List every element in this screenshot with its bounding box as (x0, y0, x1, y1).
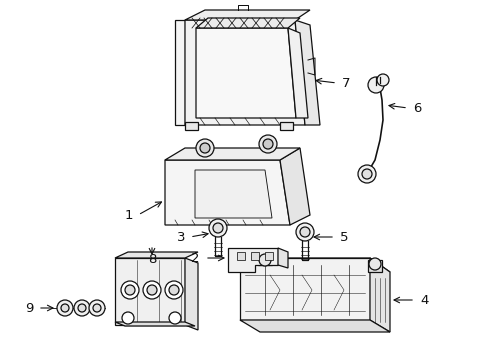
Circle shape (208, 219, 226, 237)
Polygon shape (369, 258, 389, 332)
Polygon shape (250, 252, 259, 260)
Circle shape (121, 281, 139, 299)
Circle shape (368, 258, 380, 270)
Polygon shape (184, 258, 198, 330)
Circle shape (299, 227, 309, 237)
Text: 8: 8 (147, 253, 156, 266)
Circle shape (357, 165, 375, 183)
Circle shape (200, 143, 209, 153)
Polygon shape (115, 258, 184, 325)
Circle shape (361, 169, 371, 179)
Text: 5: 5 (339, 230, 348, 243)
Circle shape (74, 300, 90, 316)
Text: 9: 9 (24, 302, 33, 315)
Circle shape (169, 312, 181, 324)
Polygon shape (164, 160, 289, 225)
Polygon shape (115, 252, 198, 258)
Text: 3: 3 (176, 230, 184, 243)
Polygon shape (227, 248, 278, 272)
Polygon shape (184, 20, 305, 125)
Circle shape (259, 135, 276, 153)
Polygon shape (258, 256, 271, 265)
Circle shape (61, 304, 69, 312)
Circle shape (93, 304, 101, 312)
Text: 6: 6 (412, 102, 421, 114)
Polygon shape (184, 10, 309, 20)
Circle shape (196, 139, 214, 157)
Circle shape (367, 77, 383, 93)
Polygon shape (195, 170, 271, 218)
Circle shape (263, 139, 272, 149)
Polygon shape (164, 148, 299, 160)
Text: 7: 7 (341, 77, 350, 90)
Polygon shape (184, 122, 198, 130)
Circle shape (295, 223, 313, 241)
Circle shape (213, 223, 223, 233)
Polygon shape (367, 260, 381, 272)
Circle shape (125, 285, 135, 295)
Circle shape (376, 74, 388, 86)
Polygon shape (280, 122, 292, 130)
Circle shape (169, 285, 179, 295)
Polygon shape (294, 20, 319, 125)
Polygon shape (240, 320, 389, 332)
Circle shape (164, 281, 183, 299)
Circle shape (122, 312, 134, 324)
Circle shape (78, 304, 86, 312)
Circle shape (142, 281, 161, 299)
Text: 2: 2 (191, 252, 200, 265)
Circle shape (57, 300, 73, 316)
Polygon shape (175, 20, 184, 125)
Polygon shape (280, 148, 309, 225)
Polygon shape (287, 28, 307, 118)
Polygon shape (196, 18, 299, 28)
Text: 1: 1 (124, 208, 133, 221)
Circle shape (259, 254, 270, 266)
Circle shape (147, 285, 157, 295)
Polygon shape (240, 258, 369, 320)
Circle shape (89, 300, 105, 316)
Text: 4: 4 (419, 293, 427, 306)
Polygon shape (240, 258, 389, 272)
Polygon shape (264, 252, 272, 260)
Polygon shape (278, 248, 287, 268)
Polygon shape (196, 28, 295, 118)
Polygon shape (237, 252, 244, 260)
Polygon shape (115, 322, 195, 326)
